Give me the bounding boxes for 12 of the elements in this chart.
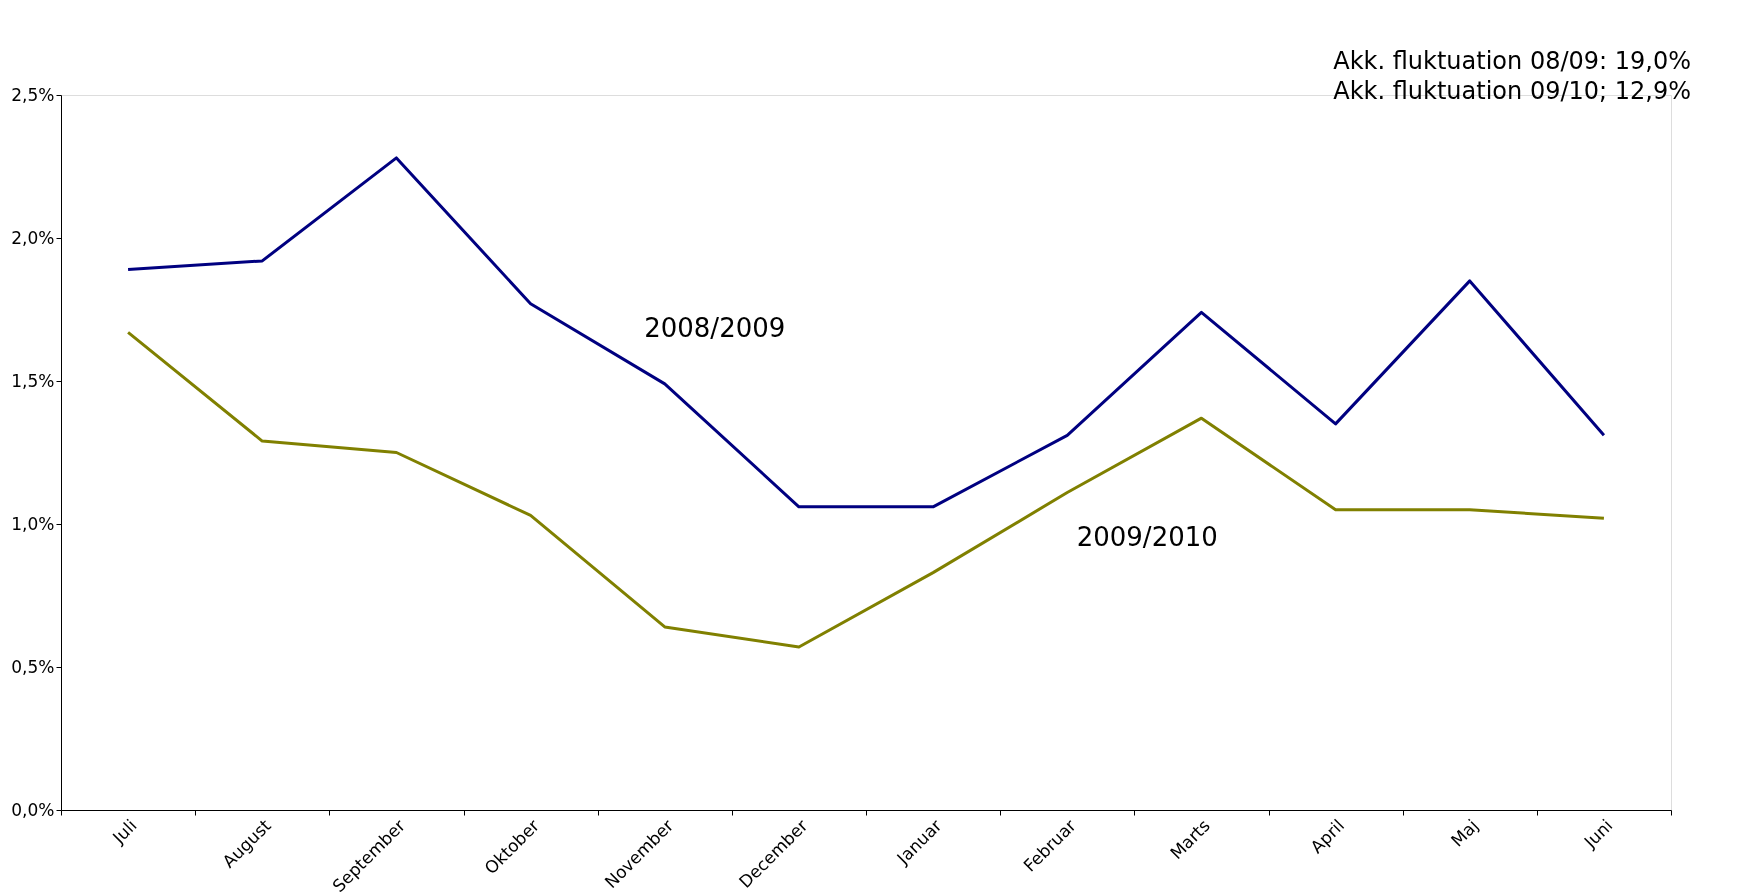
y-tick-label: 1,0%	[11, 513, 55, 534]
y-tick-label: 0,0%	[11, 799, 55, 820]
series-label: 2009/2010	[1076, 521, 1218, 552]
x-tick-label: Maj	[1447, 815, 1483, 851]
line-series	[126, 156, 1606, 509]
y-tick-label: 2,5%	[11, 84, 55, 105]
y-tick-label: 0,5%	[11, 656, 55, 677]
y-tick-label: 1,5%	[11, 370, 55, 391]
series-label: 2008/2009	[644, 312, 786, 343]
y-tick-label: 2,0%	[11, 227, 55, 248]
text: Akk. fluktuation 08/09: 19,0%	[1333, 47, 1691, 75]
annotation: Akk. fluktuation 09/10; 12,9%	[1333, 77, 1691, 105]
